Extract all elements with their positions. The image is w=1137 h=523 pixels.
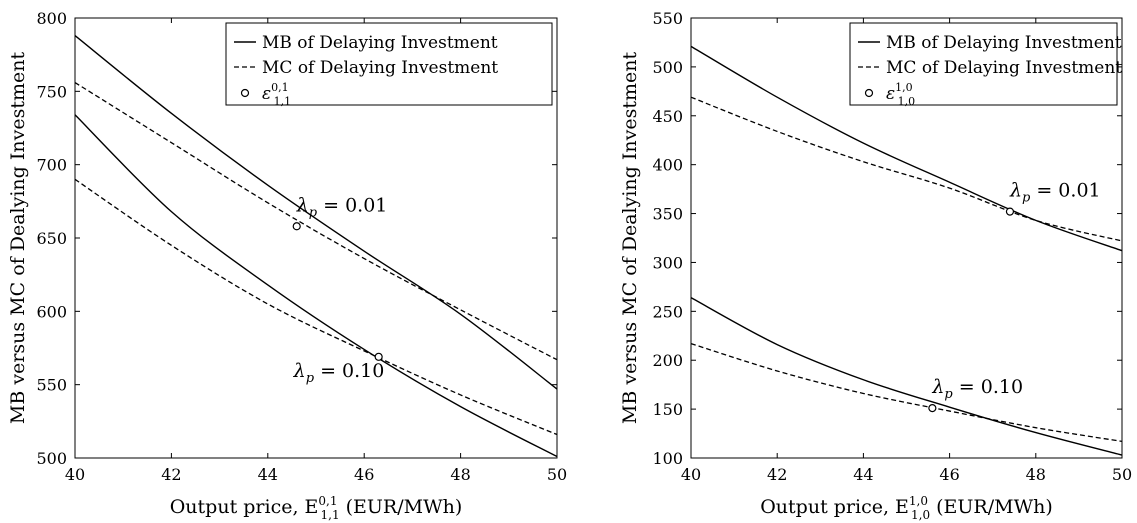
- lambda-annotation: λp = 0.01: [296, 194, 388, 220]
- y-tick-label: 400: [652, 156, 683, 175]
- y-tick-label: 750: [36, 82, 67, 101]
- legend-box: [225, 22, 553, 106]
- lambda-annotation: λp = 0.01: [1009, 180, 1101, 206]
- plot-frame: [690, 17, 1123, 459]
- y-axis-title: MB versus MC of Dealying Investment: [7, 52, 29, 425]
- legend-entry-label: MC of Delaying Investment: [262, 58, 498, 78]
- right-chart: 40 42 44 46 48 50 100 150 200 250 300 350 400 450 500 5…: [619, 9, 1132, 522]
- legend-entry-label: ε0,1 1,1: [262, 81, 291, 108]
- legend: MB of Delaying Investment MC of Delaying …: [225, 22, 553, 108]
- y-tick-label: 350: [652, 205, 683, 224]
- y-tick-label: 550: [36, 376, 67, 395]
- mc-curve: [74, 81, 558, 361]
- y-tick-label: 800: [36, 9, 67, 28]
- y-tick-label: 450: [652, 107, 683, 126]
- x-tick-label: 50: [547, 465, 567, 484]
- y-tick-label: 500: [36, 449, 67, 468]
- y-tick-label: 300: [652, 253, 683, 272]
- x-tick-label: 46: [354, 465, 374, 484]
- x-tick-label: 40: [65, 465, 85, 484]
- x-tick-label: 48: [450, 465, 470, 484]
- y-tick-label: 600: [36, 302, 67, 321]
- y-axis-title: MB versus MC of Dealying Investment: [619, 52, 641, 425]
- y-tick-label: 700: [36, 156, 67, 175]
- legend-swatch-marker: [864, 88, 874, 98]
- legend-entry-label: MB of Delaying Investment: [262, 33, 498, 53]
- y-tick-label: 100: [652, 449, 683, 468]
- y-tick-label: 500: [652, 58, 683, 77]
- x-tick-label: 42: [767, 465, 787, 484]
- x-tick-label: 40: [681, 465, 701, 484]
- x-axis-title: Output price, E0,1 1,1 (EUR/MWh): [170, 494, 463, 522]
- mb-curve: [74, 114, 558, 458]
- legend-entry-label: ε1,0 1,0: [886, 81, 915, 108]
- x-tick-label: 50: [1112, 465, 1132, 484]
- legend-box: [849, 22, 1118, 106]
- lambda-annotation: λp = 0.10: [293, 360, 385, 386]
- x-tick-label: 46: [939, 465, 959, 484]
- mb-curve: [690, 297, 1123, 456]
- y-tick-label: 250: [652, 302, 683, 321]
- intersection-marker: [928, 404, 937, 413]
- lambda-annotation: λp = 0.10: [931, 376, 1023, 402]
- x-axis-title: Output price, E1,0 1,0 (EUR/MWh): [760, 494, 1053, 522]
- y-tick-label: 650: [36, 229, 67, 248]
- x-tick-label: 42: [161, 465, 181, 484]
- left-chart: 40 42 44 46 48 50 500 550 600 650 700 750 800 Output …: [7, 9, 567, 522]
- intersection-marker: [292, 222, 301, 231]
- intersection-marker: [374, 352, 383, 361]
- legend-entry-label: MC of Delaying Investment: [886, 58, 1122, 78]
- y-tick-label: 550: [652, 9, 683, 28]
- legend-entry-label: MB of Delaying Investment: [886, 33, 1122, 53]
- intersection-marker: [1005, 207, 1015, 216]
- x-tick-label: 44: [853, 465, 873, 484]
- x-tick-label: 48: [1026, 465, 1046, 484]
- x-tick-label: 44: [258, 465, 278, 484]
- mc-curve: [690, 96, 1123, 242]
- legend: MB of Delaying Investment MC of Delaying …: [849, 22, 1122, 108]
- mb-curve: [690, 45, 1123, 252]
- mc-curve: [74, 178, 558, 436]
- mc-curve: [690, 342, 1123, 443]
- y-tick-label: 150: [652, 400, 683, 419]
- legend-swatch-marker: [240, 88, 250, 98]
- mb-curve: [74, 35, 558, 390]
- y-tick-label: 200: [652, 351, 683, 370]
